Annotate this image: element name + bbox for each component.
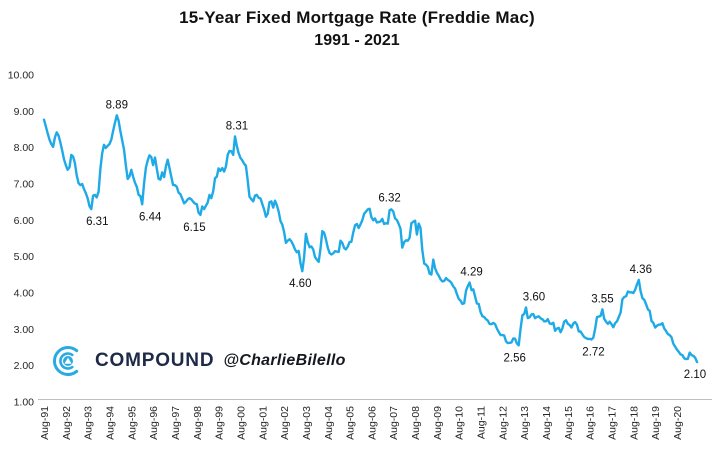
x-axis-tick-label: Aug-93	[83, 406, 95, 440]
x-axis-tick-label: Aug-08	[410, 406, 422, 440]
x-axis-tick-label: Aug-99	[214, 406, 226, 440]
y-axis-tick-label: 5.00	[14, 251, 35, 263]
x-axis-tick-label: Aug-10	[454, 406, 466, 440]
chart-title: 15-Year Fixed Mortgage Rate (Freddie Mac…	[179, 8, 535, 27]
data-point-label: 3.55	[591, 293, 613, 305]
x-axis-tick-label: Aug-04	[323, 406, 335, 440]
y-axis-tick-label: 4.00	[14, 288, 35, 300]
data-point-label: 8.31	[226, 120, 248, 132]
y-axis-tick-label: 9.00	[14, 106, 35, 118]
x-axis-tick-label: Aug-12	[497, 406, 509, 440]
x-axis-tick-label: Aug-02	[279, 406, 291, 440]
data-point-label: 3.60	[523, 292, 545, 304]
x-axis-tick-label: Aug-01	[257, 406, 269, 440]
x-axis-tick-label: Aug-19	[650, 406, 662, 440]
x-axis-tick-label: Aug-03	[301, 406, 313, 440]
x-axis-tick-label: Aug-18	[628, 406, 640, 440]
y-axis-tick-label: 8.00	[14, 142, 35, 154]
x-axis-tick-label: Aug-96	[148, 406, 160, 440]
x-axis-tick-label: Aug-16	[585, 406, 597, 440]
x-axis-tick-label: Aug-98	[192, 406, 204, 440]
x-axis-tick-label: Aug-92	[61, 406, 73, 440]
data-point-label: 8.89	[106, 99, 128, 111]
chart-subtitle: 1991 - 2021	[314, 32, 400, 49]
x-axis-tick-label: Aug-05	[345, 406, 357, 440]
x-axis-tick-labels: Aug-91 Aug-92 Aug-93 Aug-94 Aug-95 Aug-96 Aug-…	[39, 406, 684, 440]
x-axis-tick-label: Aug-94	[105, 406, 117, 440]
data-point-label: 4.36	[630, 264, 652, 276]
x-axis-tick-label: Aug-14	[541, 406, 553, 440]
data-point-label: 6.32	[378, 193, 400, 205]
x-axis-tick-label: Aug-07	[388, 406, 400, 440]
data-point-label: 6.15	[183, 222, 205, 234]
x-axis-tick-label: Aug-11	[476, 406, 488, 439]
x-axis-tick-label: Aug-20	[672, 406, 684, 440]
x-axis-tick-label: Aug-95	[126, 406, 138, 440]
data-point-label: 2.72	[582, 347, 604, 359]
x-axis-tick-label: Aug-13	[519, 406, 531, 440]
y-axis-tick-label: 2.00	[14, 360, 35, 372]
y-axis-tick-label: 3.00	[14, 324, 35, 336]
x-axis-tick-label: Aug-06	[366, 406, 378, 440]
y-axis-tick-label: 6.00	[14, 215, 35, 227]
watermark: COMPOUND @CharlieBilello	[50, 342, 346, 380]
data-point-label: 6.31	[86, 216, 108, 228]
twitter-handle: @CharlieBilello	[223, 352, 346, 369]
data-point-label: 6.44	[139, 211, 162, 223]
x-axis-tick-label: Aug-97	[170, 406, 182, 440]
y-axis-tick-label: 10.00	[8, 70, 34, 82]
rate-line-series	[42, 114, 699, 364]
data-point-label: 4.29	[460, 267, 482, 279]
data-point-labels: 8.89 6.31 6.44 6.15 8.31 4.60 6.32 4.29 2.56 3.60…	[86, 99, 706, 381]
title-block: 15-Year Fixed Mortgage Rate (Freddie Mac…	[0, 8, 714, 50]
data-point-label: 2.10	[684, 369, 706, 381]
x-axis-tick-label: Aug-15	[563, 406, 575, 440]
brand-name: COMPOUND	[95, 350, 215, 371]
y-axis-tick-label: 1.00	[14, 397, 35, 409]
x-axis-tick-label: Aug-17	[607, 406, 619, 440]
compound-arcs-icon	[53, 346, 79, 376]
y-axis-tick-labels: 1.00 2.00 3.00 4.00 5.00 6.00 7.00 8.00 9.00 10.0…	[8, 70, 34, 409]
data-point-label: 4.60	[289, 278, 311, 290]
y-axis-tick-label: 7.00	[14, 179, 35, 191]
x-axis-tick-label: Aug-09	[432, 406, 444, 440]
data-point-label: 2.56	[504, 352, 526, 364]
x-axis-tick-label: Aug-91	[39, 406, 51, 440]
x-axis-tick-label: Aug-00	[235, 406, 247, 440]
